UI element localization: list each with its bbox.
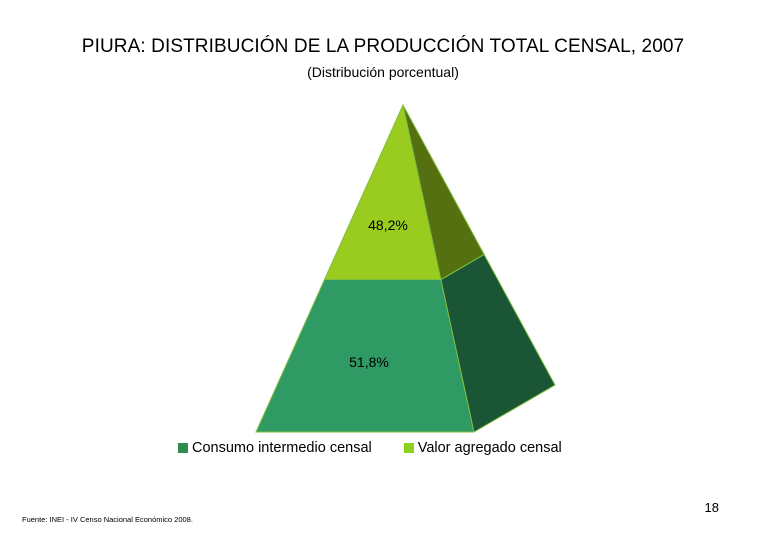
data-label-consumo: 51,8%: [349, 354, 389, 370]
legend-swatch-valor: [403, 443, 414, 453]
page-number: 18: [704, 500, 719, 515]
legend-label-valor: Valor agregado censal: [417, 440, 562, 456]
pyramid-slice-valor-side: [402, 104, 485, 281]
chart-subtitle: (Distribución porcentual): [307, 64, 459, 80]
chart-title: PIURA: DISTRIBUCIÓN DE LA PRODUCCIÓN TOT…: [81, 36, 685, 57]
chart-legend: Consumo intermedio censal Valor agregado…: [178, 438, 594, 458]
legend-swatch-consumo: [178, 443, 188, 453]
data-label-valor: 48,2%: [368, 217, 408, 233]
legend-label-consumo: Consumo intermedio censal: [192, 440, 372, 456]
source-note: Fuente: INEI - IV Censo Nacional Económi…: [22, 515, 193, 524]
legend-item-consumo: Consumo intermedio censal: [178, 440, 372, 456]
legend-item-valor: Valor agregado censal: [403, 440, 562, 456]
